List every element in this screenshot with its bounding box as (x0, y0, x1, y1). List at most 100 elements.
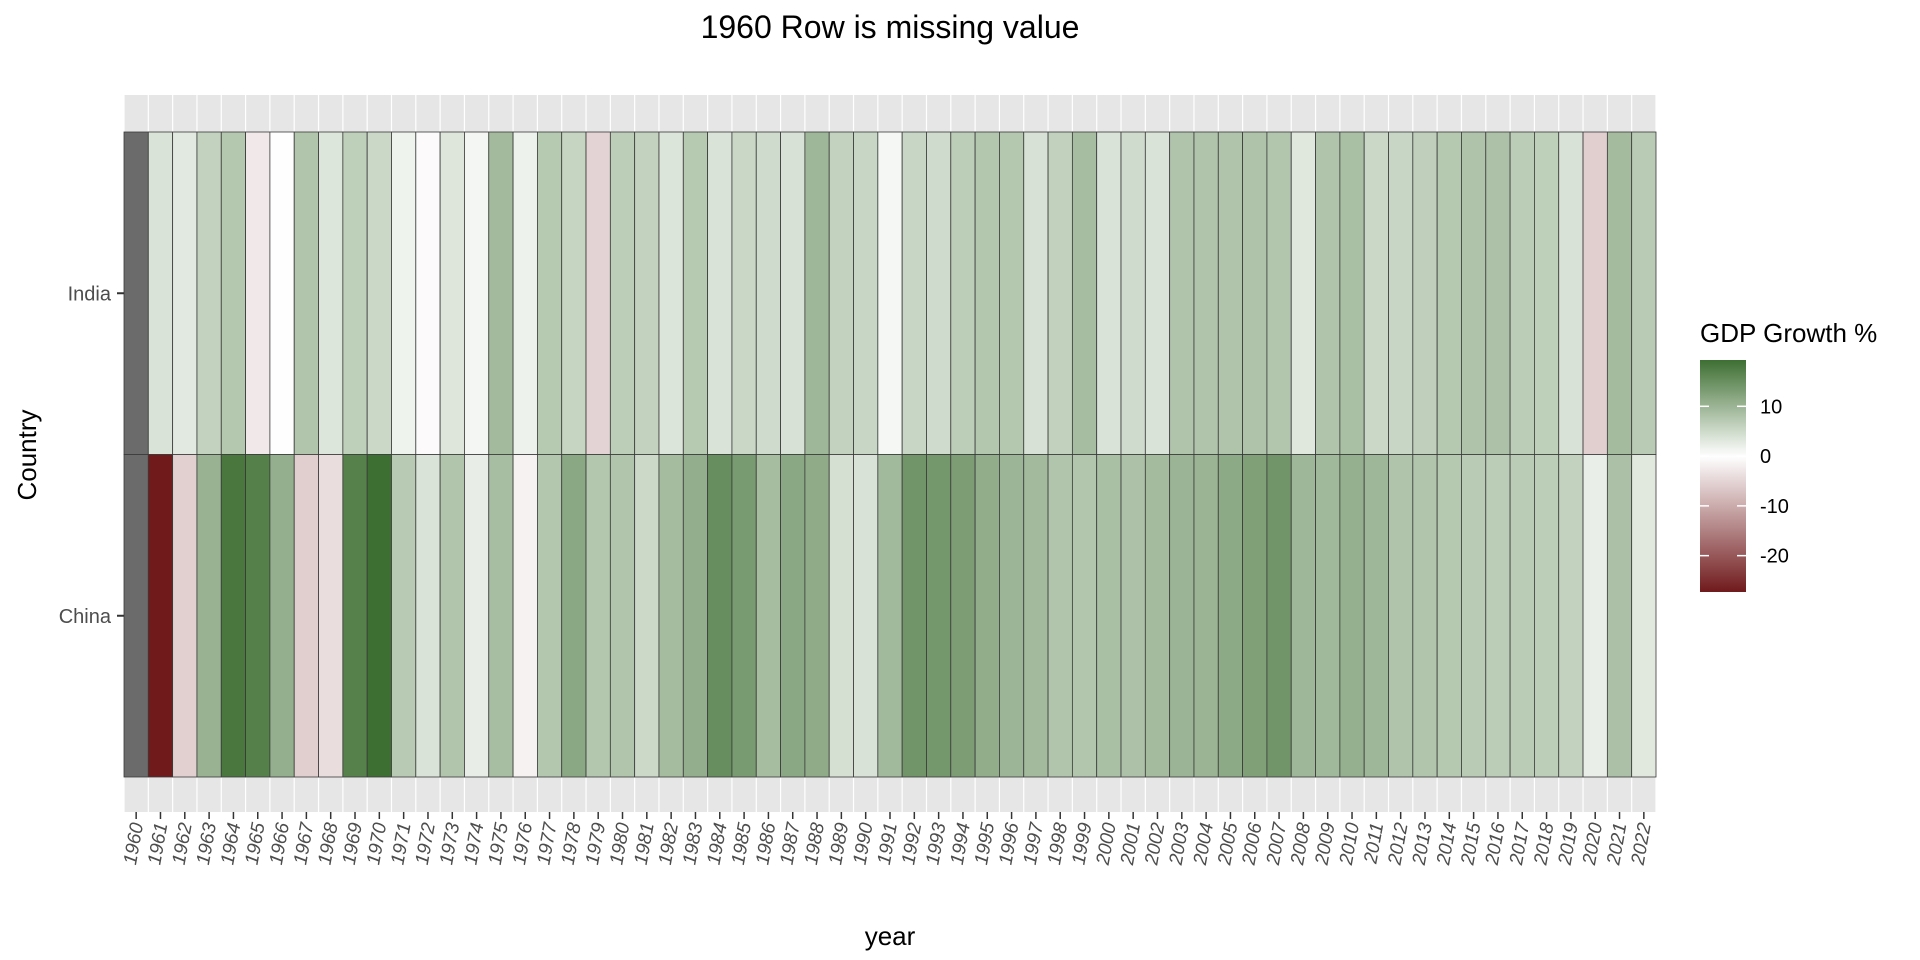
heatmap-cell (1071, 454, 1098, 778)
heatmap-cell (1217, 454, 1244, 778)
heatmap-cell (1193, 131, 1219, 455)
heatmap-cell (1193, 454, 1219, 778)
heatmap-cell (1144, 131, 1171, 455)
heatmap-cell (1144, 454, 1171, 778)
heatmap-cell (1485, 131, 1511, 455)
heatmap-cell (999, 454, 1025, 778)
heatmap-cell (804, 131, 830, 455)
heatmap-cell (1631, 131, 1657, 455)
heatmap-cell (488, 131, 514, 455)
heatmap-cell (901, 131, 927, 455)
x-tick-label: 1974 (461, 821, 489, 866)
heatmap-cell (1266, 131, 1292, 455)
heatmap-cell (220, 131, 246, 455)
heatmap-cell (439, 131, 465, 455)
heatmap-cell (366, 454, 392, 778)
x-tick-label: 1996 (995, 821, 1023, 867)
heatmap-cell (439, 454, 465, 778)
heatmap-cell (1558, 131, 1584, 455)
x-tick-label: 1993 (923, 821, 951, 867)
chart-title: 1960 Row is missing value (701, 9, 1080, 45)
y-tick-label: India (68, 283, 112, 305)
x-tick-label: 1998 (1044, 821, 1072, 867)
heatmap-cell (707, 131, 733, 455)
heatmap-cell (1509, 454, 1535, 778)
color-legend: GDP Growth % 10 0 -10 -20 (1700, 318, 1877, 592)
heatmap-cell (1412, 131, 1438, 455)
heatmap-cell (561, 131, 587, 455)
heatmap-cell (1388, 454, 1414, 778)
heatmap-cell (415, 454, 441, 778)
heatmap-cell (293, 454, 319, 778)
heatmap-cell (488, 454, 514, 778)
y-axis-title: Country (12, 409, 42, 500)
heatmap-cell (172, 454, 198, 778)
heatmap-cell (391, 454, 417, 778)
heatmap-cell (1606, 454, 1633, 778)
heatmap-cell (853, 131, 879, 455)
x-tick-label: 1994 (947, 821, 975, 866)
x-tick-label: 1980 (606, 821, 634, 867)
heatmap-cell (1096, 454, 1122, 778)
heatmap-cell (342, 454, 368, 778)
heatmap-cell (561, 454, 587, 778)
heatmap-cell (512, 131, 538, 455)
heatmap-cell (755, 454, 781, 778)
y-axis: India China (59, 283, 124, 628)
heatmap-cell (172, 131, 198, 455)
x-tick-label: 1985 (728, 821, 756, 867)
heatmap-cell (1315, 131, 1341, 455)
legend-tick-label: 10 (1760, 396, 1782, 418)
heatmap-cell (536, 131, 563, 455)
heatmap-cell (196, 131, 222, 455)
legend-title: GDP Growth % (1700, 318, 1877, 348)
x-tick-label: 1986 (752, 821, 780, 867)
heatmap-cell (1606, 131, 1633, 455)
heatmap-cell (1120, 454, 1146, 778)
heatmap-cell (634, 454, 660, 778)
x-tick-label: 1971 (388, 821, 416, 866)
heatmap-cell (731, 131, 757, 455)
x-tick-label: 1966 (266, 821, 294, 867)
heatmap-cell (415, 131, 441, 455)
x-tick-label: 1970 (363, 821, 391, 867)
x-tick-label: 1975 (485, 821, 513, 867)
heatmap-cell (1242, 454, 1268, 778)
heatmap-cell (974, 454, 1000, 778)
heatmap-cell (342, 131, 368, 455)
x-tick-label: 1991 (874, 821, 902, 866)
heatmap-cell (1047, 131, 1073, 455)
x-tick-label: 1978 (558, 821, 586, 867)
heatmap-cell (877, 454, 903, 778)
heatmap-cell (1534, 454, 1560, 778)
x-tick-label: 1962 (169, 821, 197, 867)
legend-tick-label: -20 (1760, 546, 1789, 568)
heatmap-cell (1582, 131, 1608, 455)
heatmap-cell (1315, 454, 1341, 778)
x-tick-label: 1979 (582, 821, 610, 867)
heatmap-cell (1534, 131, 1560, 455)
x-tick-label: 1988 (801, 821, 829, 867)
heatmap-cell (1047, 454, 1073, 778)
x-tick-label: 1992 (898, 821, 926, 867)
heatmap-cell (974, 131, 1000, 455)
heatmap-cell (318, 131, 344, 455)
heatmap-cell (245, 454, 271, 778)
heatmap-cell (1509, 131, 1535, 455)
heatmap-cell (1096, 131, 1122, 455)
heatmap-cell (1217, 131, 1244, 455)
heatmap-cell (123, 454, 149, 778)
heatmap-cell (1290, 454, 1316, 778)
heatmap-cell (366, 131, 392, 455)
x-tick-label: 1984 (704, 821, 732, 866)
heatmap-cell (1023, 131, 1049, 455)
heatmap-cell (536, 454, 563, 778)
heatmap-cell (318, 454, 344, 778)
x-tick-label: 1969 (339, 821, 367, 867)
x-tick-label: 1964 (217, 821, 245, 866)
x-tick-label: 1995 (971, 821, 999, 867)
x-tick-label: 1981 (631, 821, 659, 866)
y-tick-label: China (59, 606, 112, 628)
heatmap-cell (1558, 454, 1584, 778)
